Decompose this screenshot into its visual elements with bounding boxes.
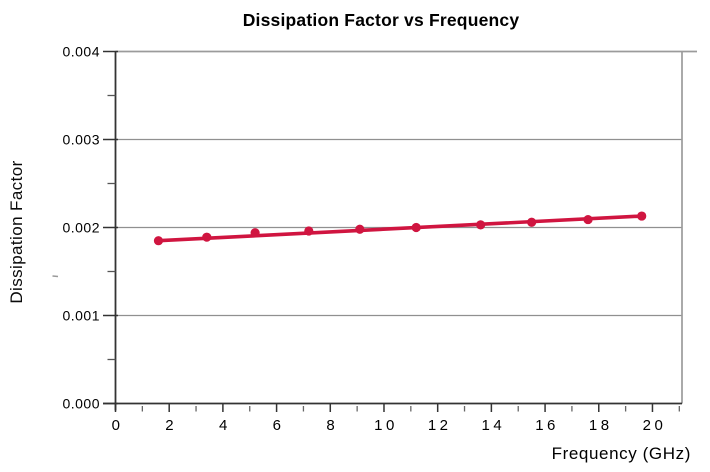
x-tick-label: 0	[112, 417, 124, 434]
chart-title: Dissipation Factor vs Frequency	[242, 10, 520, 30]
data-point-7.2GHz	[304, 226, 314, 236]
x-tick-label: 12	[428, 417, 452, 434]
y-tick-label: 0.000	[62, 396, 100, 412]
x-tick-label: 4	[219, 417, 231, 434]
y-tick-label: 0.001	[62, 308, 100, 324]
data-point-13.6GHz	[476, 220, 486, 230]
data-point-15.5GHz	[527, 217, 537, 227]
x-tick-label: 10	[374, 417, 398, 434]
x-axis-title: Frequency (GHz)	[551, 444, 691, 463]
x-tick-label: 18	[589, 417, 613, 434]
series-trend-line	[156, 214, 644, 243]
x-tick-label: 14	[482, 417, 506, 434]
data-point-17.6GHz	[583, 214, 593, 225]
y-tick-label: 0.004	[62, 44, 100, 60]
data-point-1.6GHz	[153, 236, 164, 246]
x-tick-label: 20	[643, 417, 667, 434]
data-point-11.2GHz	[411, 222, 421, 233]
x-tick-label: 8	[326, 417, 338, 434]
x-tick-label: 6	[273, 417, 285, 434]
y-tick-label: 0.002	[62, 220, 100, 236]
x-tick-label: 16	[535, 417, 559, 434]
data-point-3.4GHz	[202, 232, 212, 242]
data-point-19.6GHz	[637, 211, 647, 221]
data-point-9.1GHz	[355, 224, 365, 234]
data-point-5.2GHz	[250, 228, 260, 238]
stray-mark	[52, 275, 59, 278]
x-tick-label: 2	[165, 417, 177, 434]
y-tick-label: 0.003	[62, 132, 100, 148]
